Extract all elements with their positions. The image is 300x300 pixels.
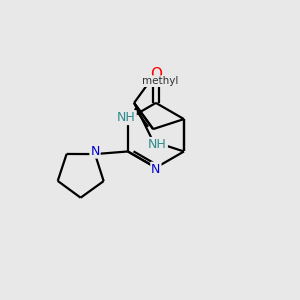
Text: NH: NH <box>117 111 136 124</box>
Text: N: N <box>151 163 160 176</box>
Text: N: N <box>90 145 100 158</box>
Text: methyl: methyl <box>142 76 178 86</box>
Text: O: O <box>150 68 162 82</box>
Text: NH: NH <box>148 138 167 151</box>
